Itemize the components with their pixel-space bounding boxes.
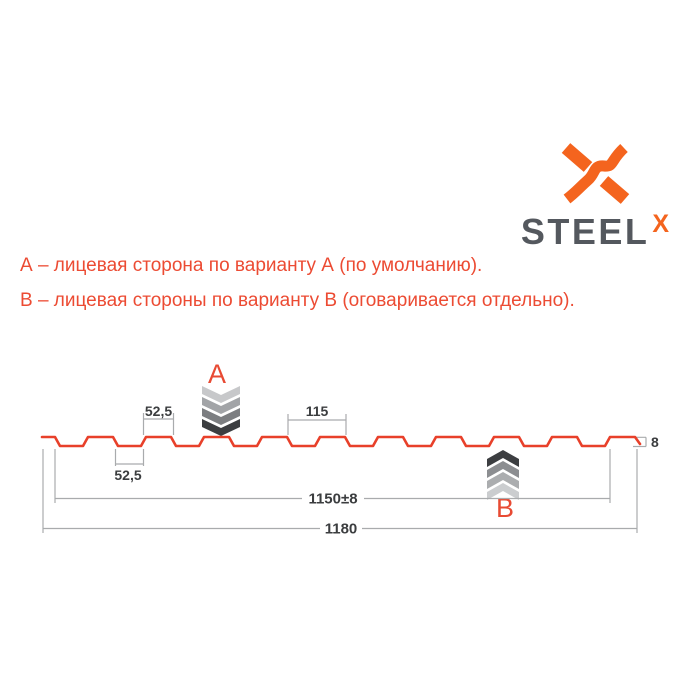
dim-overall-width-value: 1180 xyxy=(325,521,358,538)
face-a-label: А xyxy=(208,359,226,389)
logo-brand-text: STEEL xyxy=(520,211,650,252)
logo: STEEL X xyxy=(505,142,685,250)
logo-wordmark: STEEL X xyxy=(505,210,685,252)
face-b-label: В xyxy=(496,493,514,523)
steelx-x-icon xyxy=(558,142,632,206)
dim-working-width: 1150±8 xyxy=(54,449,611,508)
note-variant-a: А – лицевая сторона по варианту А (по ум… xyxy=(20,255,483,276)
dim-valley-width: 52,5 xyxy=(114,449,145,483)
dim-height-value: 8 xyxy=(651,434,659,450)
face-a-chevrons-icon xyxy=(202,386,240,436)
dim-crest-width-value: 52,5 xyxy=(145,403,172,419)
dim-crest-width: 52,5 xyxy=(142,403,175,435)
dim-pitch: 115 xyxy=(287,403,347,435)
sheet-profile-line xyxy=(40,435,642,448)
dim-valley-width-value: 52,5 xyxy=(114,467,141,483)
logo-brand-suffix: X xyxy=(652,210,670,238)
dim-working-width-value: 1150±8 xyxy=(308,491,357,508)
dim-overall-width: 1180 xyxy=(42,449,638,538)
dim-pitch-value: 115 xyxy=(306,403,329,419)
face-b-chevrons-icon xyxy=(487,450,519,500)
note-variant-b: В – лицевая стороны по варианту В (огова… xyxy=(20,290,575,311)
